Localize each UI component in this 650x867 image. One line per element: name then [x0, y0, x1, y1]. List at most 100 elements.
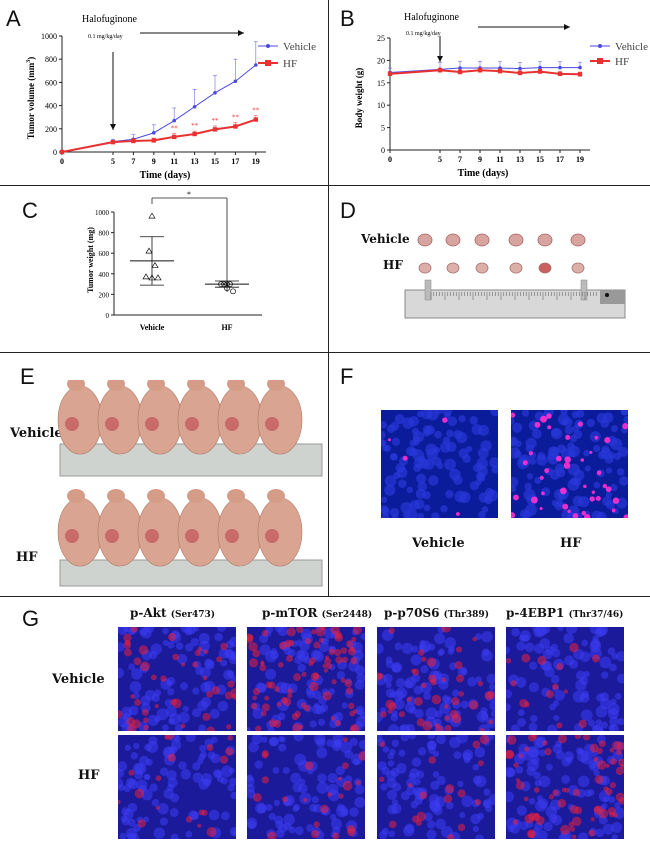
panel-e-photo: Vehicle HF [0, 380, 328, 596]
nucleus [613, 452, 622, 460]
nucleus [394, 642, 403, 651]
nucleus [391, 662, 401, 673]
stain-signal [533, 787, 540, 793]
mouse-tumor [65, 417, 79, 431]
stain-signal [331, 679, 337, 685]
stain-signal [326, 663, 333, 670]
nucleus [123, 808, 134, 820]
stain-signal [557, 735, 568, 744]
nucleus [411, 673, 421, 683]
divider-h1 [0, 185, 650, 186]
nucleus [610, 424, 618, 432]
nucleus [417, 747, 427, 756]
nucleus [476, 812, 484, 820]
nucleus [144, 743, 152, 752]
nucleus [217, 700, 229, 712]
data-point [517, 70, 523, 76]
stain-signal [130, 694, 135, 699]
chart-b-legend-hf: HF [615, 56, 629, 68]
stain-signal [310, 672, 320, 681]
x-tick-label: 5 [111, 157, 115, 166]
stain-signal [250, 702, 258, 710]
nucleus [591, 510, 603, 518]
nucleus [609, 716, 619, 727]
stain-signal [298, 724, 304, 730]
mouse-body [257, 497, 303, 567]
stain-signal [379, 776, 385, 783]
stain-signal [160, 675, 167, 682]
arrow-head [437, 56, 443, 62]
mouse-tumor [65, 529, 79, 543]
nucleus [459, 812, 466, 819]
panel-f-image-vehicle [381, 410, 498, 518]
stain-signal [456, 674, 464, 683]
nucleus [590, 638, 601, 649]
nucleus [506, 791, 514, 803]
nucleus [528, 722, 538, 731]
nucleus [230, 791, 236, 800]
stain-signal [510, 680, 517, 687]
chart-a-ylabel: Tumor volume (mm3) [26, 57, 36, 140]
mouse-head [187, 489, 205, 503]
stain-signal [444, 715, 450, 721]
nucleus [192, 627, 200, 632]
y-tick-label: 5 [381, 124, 385, 133]
nucleus [600, 419, 610, 428]
stain-signal [332, 832, 340, 839]
nucleus [170, 833, 179, 839]
stain-signal [528, 451, 534, 456]
nucleus [118, 716, 129, 728]
nucleus [275, 829, 285, 838]
nucleus [118, 642, 125, 652]
tumor-hf [509, 262, 523, 274]
nucleus [426, 410, 439, 421]
chart-c-ylabel: Tumor weight (mg) [86, 227, 95, 293]
data-point [477, 68, 483, 73]
stain-signal [615, 766, 624, 776]
nucleus [309, 720, 317, 728]
stain-signal [164, 735, 170, 740]
nucleus [427, 735, 436, 740]
nucleus [386, 778, 397, 789]
x-tick-label: 9 [478, 155, 482, 164]
nucleus [512, 422, 523, 433]
stain-signal [456, 512, 460, 516]
y-tick-label: 15 [377, 79, 385, 88]
stain-signal [472, 636, 477, 642]
nucleus [131, 668, 143, 680]
nucleus [354, 679, 365, 690]
g-image-r2-c3 [377, 735, 495, 839]
x-tick-label: 5 [438, 155, 442, 164]
nucleus [128, 705, 139, 716]
stain-signal [594, 775, 604, 784]
stain-signal [588, 829, 596, 837]
mouse-body [57, 497, 103, 567]
stain-signal [268, 681, 276, 689]
stain-signal [247, 633, 254, 644]
stain-signal [247, 636, 250, 641]
stain-signal [451, 713, 462, 724]
stain-signal [559, 487, 567, 495]
mouse-head [227, 380, 245, 391]
stain-signal [530, 496, 538, 504]
stain-signal [455, 646, 463, 653]
stain-signal [260, 661, 265, 667]
stain-signal [313, 641, 321, 649]
nucleus [387, 760, 395, 767]
data-point [142, 273, 150, 280]
nucleus [567, 478, 580, 491]
stain-signal [442, 417, 448, 423]
nucleus [550, 427, 563, 440]
stain-signal [261, 629, 269, 637]
stain-signal [441, 677, 447, 683]
stain-signal [261, 776, 270, 784]
data-point [221, 281, 227, 287]
nucleus [278, 743, 287, 752]
nucleus [396, 763, 407, 774]
data-point [145, 247, 153, 254]
nucleus [333, 712, 344, 722]
stain-signal [556, 722, 563, 729]
nucleus [247, 727, 251, 731]
nucleus [387, 804, 398, 815]
x-tick-label: 17 [556, 155, 564, 164]
